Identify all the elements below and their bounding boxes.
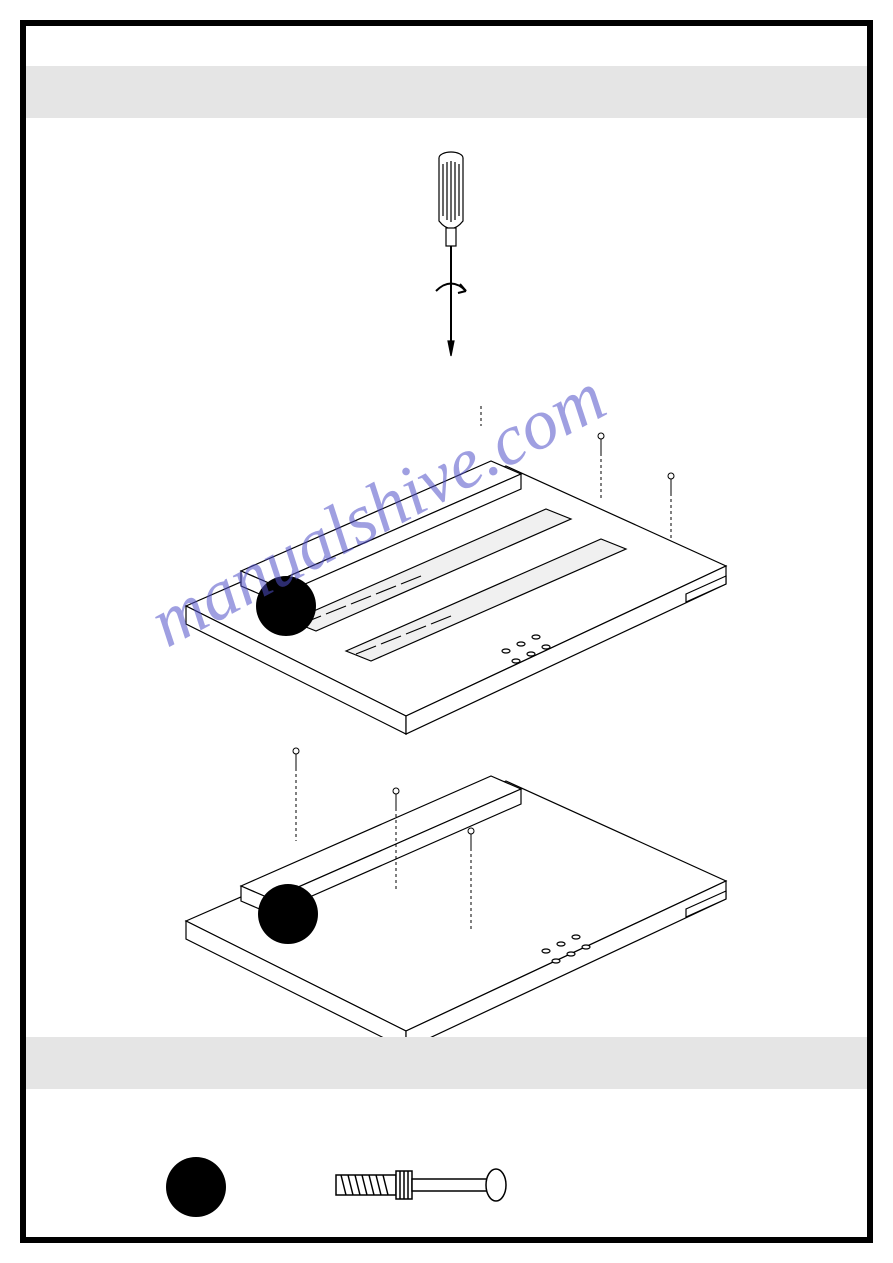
header-bar xyxy=(26,66,867,118)
page-frame: manualshive.com xyxy=(20,20,873,1243)
cam-bolt-illustration xyxy=(326,1157,516,1212)
screwdriver-illustration xyxy=(406,146,496,376)
footer-bar xyxy=(26,1037,867,1089)
step-1-marker xyxy=(256,576,316,636)
panel-top-illustration xyxy=(126,406,766,746)
panel-bottom-illustration xyxy=(126,741,766,1061)
step-2-marker xyxy=(258,884,318,944)
hardware-marker xyxy=(166,1157,226,1217)
